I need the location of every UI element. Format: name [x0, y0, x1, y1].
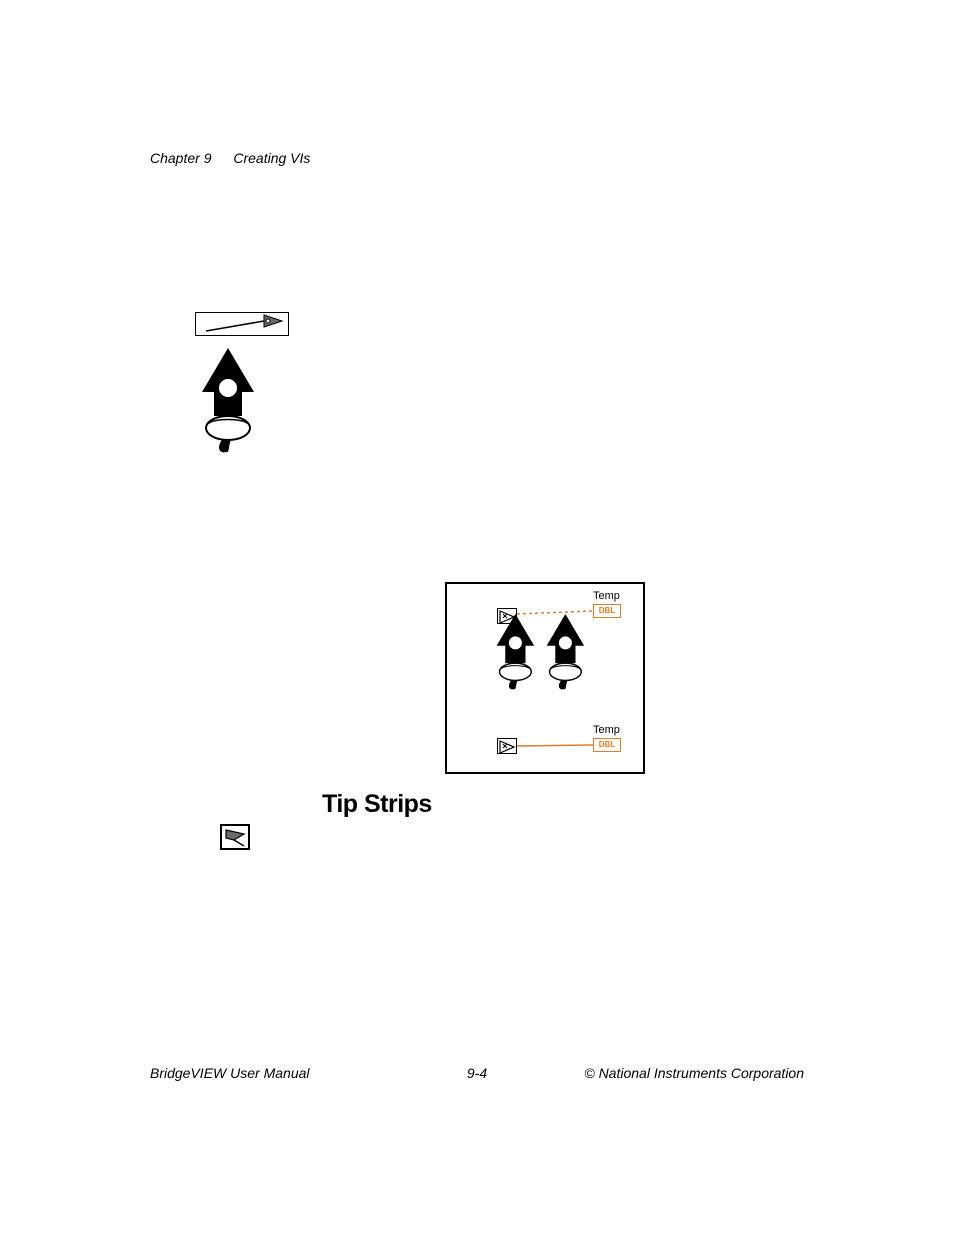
rocket-cursor-icon: [198, 348, 268, 456]
footer-manual-title: BridgeVIEW User Manual: [150, 1065, 310, 1081]
section-title: Tip Strips: [322, 790, 432, 819]
footer-copyright: © National Instruments Corporation: [584, 1065, 804, 1081]
wiring-spool-box: [195, 312, 289, 336]
wire-solid: [447, 584, 647, 776]
page-header: Chapter 9 Creating VIs: [150, 150, 310, 166]
spool-wire-icon: [196, 313, 290, 337]
footer-page-number: 9-4: [467, 1065, 487, 1081]
chapter-label: Chapter 9: [150, 150, 211, 166]
wiring-diagram: Temp DBL T: [445, 582, 645, 774]
chapter-title: Creating VIs: [233, 150, 310, 166]
wiring-tool-icon: [220, 824, 250, 850]
page: Chapter 9 Creating VIs Temp DBL: [0, 0, 954, 1235]
